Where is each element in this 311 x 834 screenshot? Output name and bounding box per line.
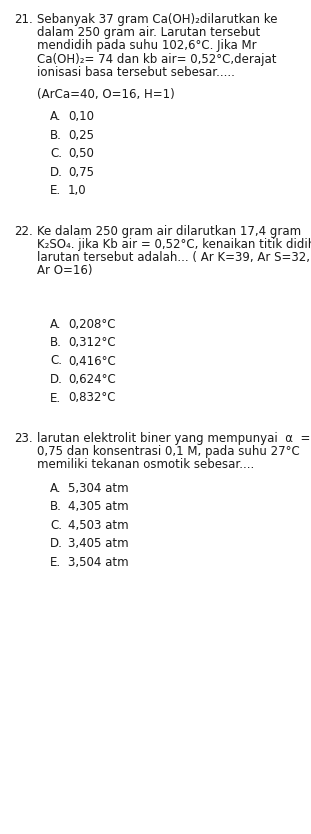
Text: D.: D. bbox=[50, 166, 63, 178]
Text: mendidih pada suhu 102,6°C. Jika Mr: mendidih pada suhu 102,6°C. Jika Mr bbox=[37, 39, 257, 53]
Text: larutan tersebut adalah... ( Ar K=39, Ar S=32,: larutan tersebut adalah... ( Ar K=39, Ar… bbox=[37, 251, 310, 264]
Text: E.: E. bbox=[50, 391, 61, 404]
Text: 1,0: 1,0 bbox=[68, 184, 87, 197]
Text: 0,75 dan konsentrasi 0,1 M, pada suhu 27°C: 0,75 dan konsentrasi 0,1 M, pada suhu 27… bbox=[37, 445, 300, 458]
Text: 0,75: 0,75 bbox=[68, 166, 94, 178]
Text: 0,312°C: 0,312°C bbox=[68, 336, 116, 349]
Text: 0,50: 0,50 bbox=[68, 147, 94, 160]
Text: E.: E. bbox=[50, 184, 61, 197]
Text: Ke dalam 250 gram air dilarutkan 17,4 gram: Ke dalam 250 gram air dilarutkan 17,4 gr… bbox=[37, 224, 301, 238]
Text: 21.: 21. bbox=[14, 13, 33, 26]
Text: D.: D. bbox=[50, 373, 63, 386]
Text: A.: A. bbox=[50, 110, 62, 123]
Text: Ar O=16): Ar O=16) bbox=[37, 264, 92, 277]
Text: 0,25: 0,25 bbox=[68, 128, 94, 142]
Text: Ca(OH)₂= 74 dan kb air= 0,52°C,derajat: Ca(OH)₂= 74 dan kb air= 0,52°C,derajat bbox=[37, 53, 276, 66]
Text: 0,832°C: 0,832°C bbox=[68, 391, 115, 404]
Text: D.: D. bbox=[50, 537, 63, 550]
Text: 4,503 atm: 4,503 atm bbox=[68, 519, 129, 531]
Text: B.: B. bbox=[50, 128, 62, 142]
Text: 5,304 atm: 5,304 atm bbox=[68, 481, 129, 495]
Text: B.: B. bbox=[50, 500, 62, 513]
Text: memiliki tekanan osmotik sebesar....: memiliki tekanan osmotik sebesar.... bbox=[37, 459, 254, 471]
Text: B.: B. bbox=[50, 336, 62, 349]
Text: 0,416°C: 0,416°C bbox=[68, 354, 116, 368]
Text: 0,624°C: 0,624°C bbox=[68, 373, 116, 386]
Text: 0,208°C: 0,208°C bbox=[68, 318, 115, 330]
Text: 0,10: 0,10 bbox=[68, 110, 94, 123]
Text: Sebanyak 37 gram Ca(OH)₂dilarutkan ke: Sebanyak 37 gram Ca(OH)₂dilarutkan ke bbox=[37, 13, 277, 26]
Text: dalam 250 gram air. Larutan tersebut: dalam 250 gram air. Larutan tersebut bbox=[37, 26, 260, 39]
Text: E.: E. bbox=[50, 555, 61, 569]
Text: C.: C. bbox=[50, 519, 62, 531]
Text: 22.: 22. bbox=[14, 224, 33, 238]
Text: 23.: 23. bbox=[14, 432, 33, 445]
Text: A.: A. bbox=[50, 481, 62, 495]
Text: C.: C. bbox=[50, 147, 62, 160]
Text: ionisasi basa tersebut sebesar.....: ionisasi basa tersebut sebesar..... bbox=[37, 66, 235, 78]
Text: A.: A. bbox=[50, 318, 62, 330]
Text: larutan elektrolit biner yang mempunyai  α  =: larutan elektrolit biner yang mempunyai … bbox=[37, 432, 310, 445]
Text: K₂SO₄. jika Kb air = 0,52°C, kenaikan titik didih: K₂SO₄. jika Kb air = 0,52°C, kenaikan ti… bbox=[37, 238, 311, 251]
Text: (ArCa=40, O=16, H=1): (ArCa=40, O=16, H=1) bbox=[37, 88, 175, 101]
Text: 4,305 atm: 4,305 atm bbox=[68, 500, 129, 513]
Text: 3,405 atm: 3,405 atm bbox=[68, 537, 129, 550]
Text: C.: C. bbox=[50, 354, 62, 368]
Text: 3,504 atm: 3,504 atm bbox=[68, 555, 129, 569]
